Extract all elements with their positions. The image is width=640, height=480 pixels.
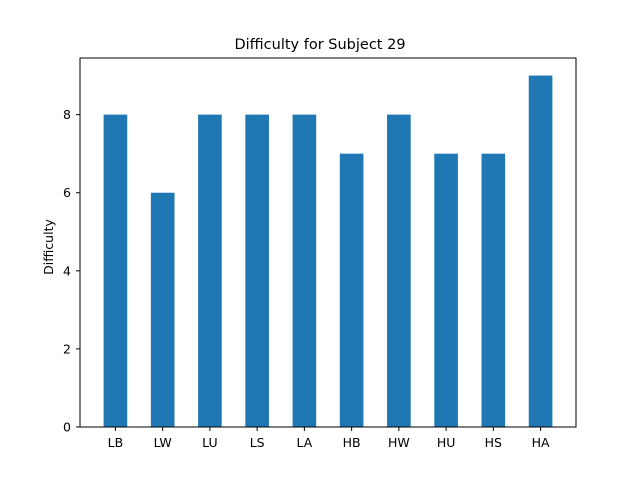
y-tick-label: 0	[63, 420, 71, 435]
axes-frame	[79, 57, 577, 428]
x-axis-ticks: LB LW LU LS LA HB HW HU HS HA	[108, 427, 550, 450]
bar-hu	[434, 153, 458, 428]
x-tick-label: HB	[343, 435, 361, 450]
x-tick-label: LW	[154, 435, 172, 450]
bar-la	[292, 114, 317, 428]
chart-title: Difficulty for Subject 29	[234, 37, 405, 53]
x-tick-label: LU	[202, 435, 218, 450]
x-tick-label: HU	[437, 435, 456, 450]
x-tick-label: HW	[388, 435, 410, 450]
x-tick-label: HA	[532, 435, 550, 450]
y-tick-label: 6	[63, 185, 71, 200]
y-tick-label: 2	[63, 341, 71, 356]
bar-hw	[387, 114, 411, 428]
bar-ha	[528, 75, 553, 427]
bar-ls	[245, 114, 269, 428]
x-tick-label: LB	[108, 435, 124, 450]
x-tick-label: HS	[485, 435, 502, 450]
bar-lb	[103, 114, 128, 428]
bars-group	[103, 75, 553, 428]
x-tick-label: LA	[296, 435, 312, 450]
bar-hb	[339, 153, 364, 428]
bar-lw	[150, 192, 175, 427]
y-axis-ticks: 0 2 4 6 8	[63, 107, 80, 435]
bar-lu	[198, 114, 222, 428]
y-tick-label: 8	[63, 107, 71, 122]
y-tick-label: 4	[63, 263, 71, 278]
bar-hs	[481, 153, 506, 428]
x-tick-label: LS	[250, 435, 265, 450]
y-axis-label: Difficulty	[41, 219, 56, 275]
